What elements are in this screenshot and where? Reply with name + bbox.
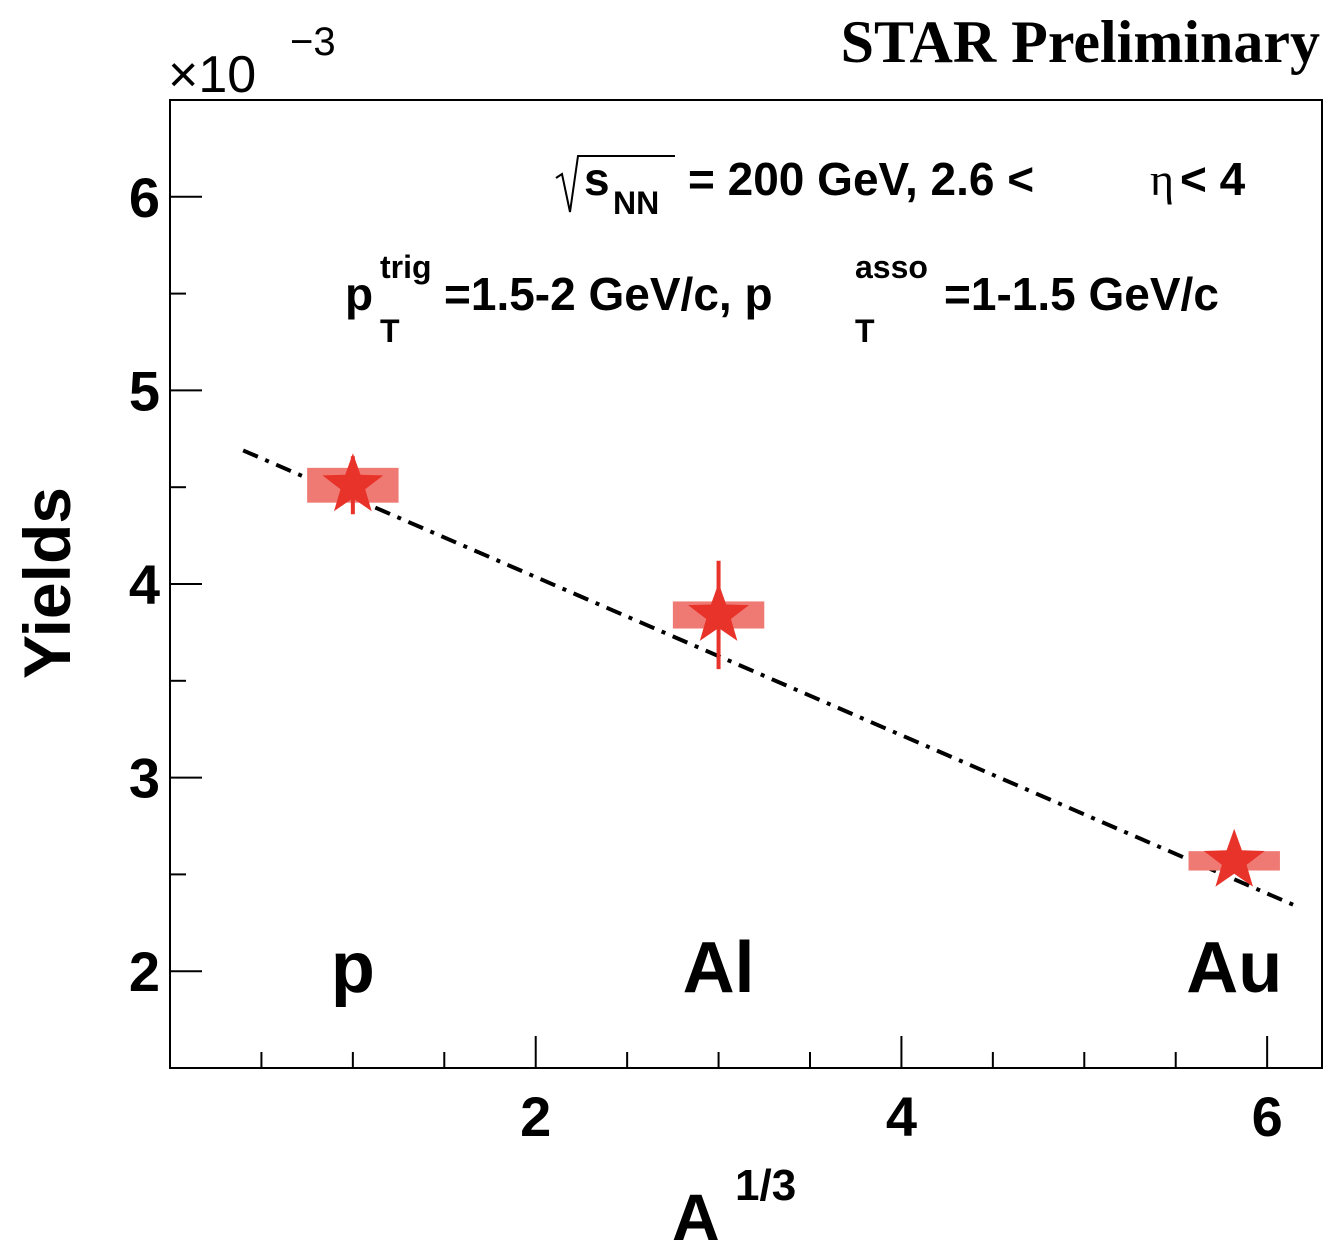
- chart-title: STAR Preliminary: [841, 9, 1320, 75]
- passo-subscript: T: [855, 313, 875, 349]
- passo-value: =1-1.5 GeV/c: [944, 268, 1219, 320]
- y-multiplier-exponent: −3: [290, 20, 336, 64]
- y-axis-ticks: 2 3 4 5 6: [129, 166, 202, 1003]
- ptrig-p: p: [345, 268, 373, 320]
- y-tick-label: 3: [129, 747, 160, 810]
- star-marker: [322, 453, 384, 512]
- y-multiplier: ×10: [168, 46, 256, 104]
- data-point-al: Al: [672, 560, 765, 1008]
- sqrt-symbol: [555, 155, 675, 213]
- y-axis-label: Yields: [10, 487, 84, 679]
- nucleus-label: p: [331, 928, 375, 1008]
- eta-range: < 4: [1180, 153, 1246, 205]
- energy-subscript: NN: [613, 185, 659, 221]
- y-tick-label: 4: [129, 553, 160, 616]
- ptrig-value: =1.5-2 GeV/c, p: [444, 268, 773, 320]
- y-tick-label: 6: [129, 166, 160, 229]
- eta-symbol: η: [1150, 154, 1174, 205]
- star-marker: [1203, 828, 1265, 887]
- data-layer: p Al Au: [307, 453, 1282, 1008]
- data-point-p: p: [307, 453, 399, 1008]
- energy-value: = 200 GeV, 2.6 <: [688, 153, 1034, 205]
- energy-s: s: [584, 153, 610, 205]
- x-axis-label: A: [672, 1180, 720, 1252]
- plot-frame: [169, 99, 1323, 1069]
- y-tick-label: 2: [129, 940, 160, 1003]
- fit-layer: [242, 448, 1296, 908]
- x-tick-label: 6: [1252, 1085, 1283, 1148]
- pt-annotation: p trig T =1.5-2 GeV/c, p asso T =1-1.5 G…: [345, 249, 1219, 349]
- passo-superscript: asso: [855, 249, 928, 285]
- ptrig-superscript: trig: [380, 249, 432, 285]
- nucleus-label: Au: [1186, 928, 1282, 1008]
- x-tick-label: 4: [886, 1085, 917, 1148]
- nucleus-label: Al: [683, 928, 755, 1008]
- ptrig-subscript: T: [380, 313, 400, 349]
- fit-line: [242, 448, 1296, 908]
- star-marker: [688, 583, 749, 641]
- x-tick-label: 2: [520, 1085, 551, 1148]
- energy-annotation: s NN = 200 GeV, 2.6 < η < 4: [555, 153, 1246, 221]
- x-axis-ticks: 2 4 6: [260, 1036, 1283, 1148]
- data-point-au: Au: [1186, 828, 1282, 1008]
- y-tick-label: 5: [129, 359, 160, 422]
- x-axis-label-superscript: 1/3: [735, 1161, 796, 1210]
